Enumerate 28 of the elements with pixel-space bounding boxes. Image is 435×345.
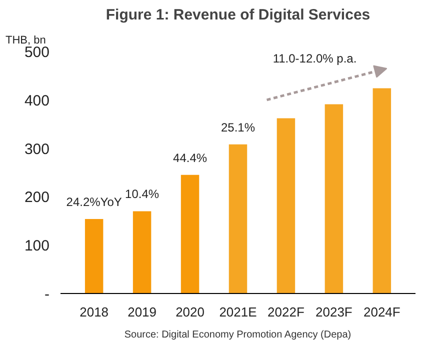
x-tick-label: 2020: [176, 304, 204, 320]
x-tick-label: 2022F: [268, 304, 304, 320]
bar: [228, 144, 248, 294]
source-note: Source: Digital Economy Promotion Agency (Depa): [124, 330, 352, 340]
y-tick-label: 300: [24, 140, 50, 158]
bar: [276, 118, 296, 294]
y-tick-label: 200: [24, 189, 50, 206]
annotation: 11.0-12.0% p.a.: [272, 52, 357, 66]
y-tick-label: 100: [24, 238, 50, 255]
bar: [372, 88, 392, 294]
x-tick-label: 2024F: [363, 304, 400, 320]
bar: [324, 104, 344, 294]
annotation: 10.4%: [125, 187, 160, 202]
bar: [132, 211, 152, 294]
bar: [84, 218, 104, 294]
x-tick-label: 2018: [80, 304, 109, 320]
chart-title: Figure 1: Revenue of Digital Services: [106, 6, 370, 24]
bar: [180, 174, 200, 294]
y-tick-label: -: [44, 286, 50, 303]
x-tick-label: 2021E: [219, 304, 258, 320]
annotation: 44.4%: [173, 150, 208, 165]
annotation: 25.1%: [220, 120, 256, 134]
annotation: 24.2%YoY: [66, 194, 122, 209]
y-axis-title: THB, bn: [6, 34, 46, 46]
x-tick-label: 2019: [128, 304, 157, 320]
y-tick-label: 500: [24, 44, 50, 61]
x-tick-label: 2023F: [316, 304, 352, 320]
y-tick-label: 400: [24, 92, 50, 110]
